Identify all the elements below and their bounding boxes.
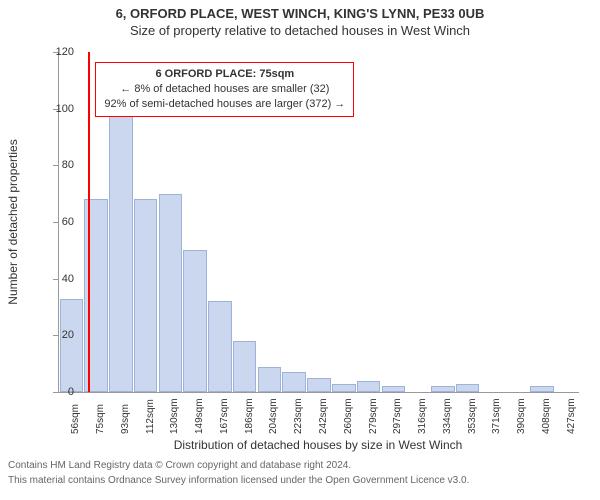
- x-tick-label: 56sqm: [70, 404, 81, 434]
- x-tick-label: 408sqm: [541, 398, 552, 434]
- y-tick-label: 60: [44, 216, 74, 228]
- x-tick-label: 353sqm: [467, 398, 478, 434]
- x-tick-label: 223sqm: [293, 398, 304, 434]
- x-tick-label: 260sqm: [343, 398, 354, 434]
- x-tick-label: 204sqm: [268, 398, 279, 434]
- y-tick-mark: [53, 392, 58, 393]
- histogram-bar: [109, 114, 133, 392]
- histogram-bar: [258, 367, 282, 393]
- x-tick-label: 149sqm: [194, 398, 205, 434]
- x-tick-label: 334sqm: [442, 398, 453, 434]
- histogram-bar: [431, 386, 455, 392]
- chart-title-sub: Size of property relative to detached ho…: [0, 23, 600, 38]
- y-tick-mark: [53, 165, 58, 166]
- x-tick-label: 279sqm: [368, 398, 379, 434]
- histogram-bar: [382, 386, 406, 392]
- y-tick-mark: [53, 109, 58, 110]
- x-tick-label: 390sqm: [516, 398, 527, 434]
- x-tick-label: 297sqm: [392, 398, 403, 434]
- y-tick-mark: [53, 52, 58, 53]
- chart-container: Number of detached properties 6 ORFORD P…: [0, 38, 600, 458]
- x-tick-label: 427sqm: [566, 398, 577, 434]
- annotation-box: 6 ORFORD PLACE: 75sqm ← 8% of detached ho…: [95, 62, 354, 117]
- histogram-bar: [307, 378, 331, 392]
- y-tick-label: 100: [44, 103, 74, 115]
- chart-title-main: 6, ORFORD PLACE, WEST WINCH, KING'S LYNN…: [0, 6, 600, 21]
- y-tick-label: 20: [44, 329, 74, 341]
- x-axis-label: Distribution of detached houses by size …: [58, 438, 578, 452]
- footer-attribution-1: Contains HM Land Registry data © Crown c…: [8, 460, 592, 473]
- histogram-bar: [208, 301, 232, 392]
- plot-area: 6 ORFORD PLACE: 75sqm ← 8% of detached ho…: [58, 52, 579, 393]
- histogram-bar: [134, 199, 158, 392]
- x-tick-label: 75sqm: [95, 404, 106, 434]
- x-tick-label: 371sqm: [491, 398, 502, 434]
- x-tick-label: 112sqm: [145, 399, 156, 434]
- x-tick-label: 167sqm: [219, 398, 230, 434]
- histogram-bar: [357, 381, 381, 392]
- histogram-bar: [159, 194, 183, 392]
- y-tick-label: 80: [44, 159, 74, 171]
- y-tick-label: 40: [44, 273, 74, 285]
- x-tick-label: 93sqm: [120, 404, 131, 434]
- y-tick-mark: [53, 335, 58, 336]
- y-tick-label: 0: [44, 386, 74, 398]
- annotation-line1: 6 ORFORD PLACE: 75sqm: [155, 68, 294, 80]
- annotation-line2: ← 8% of detached houses are smaller (32): [120, 83, 329, 95]
- property-marker-line: [88, 52, 90, 392]
- histogram-bar: [60, 299, 84, 393]
- histogram-bar: [456, 384, 480, 393]
- footer-attribution-2: This material contains Ordnance Survey i…: [8, 475, 592, 488]
- histogram-bar: [233, 341, 257, 392]
- annotation-line3: 92% of semi-detached houses are larger (…: [104, 98, 345, 110]
- x-tick-label: 186sqm: [244, 398, 255, 434]
- histogram-bar: [332, 384, 356, 393]
- histogram-bar: [282, 372, 306, 392]
- y-tick-mark: [53, 279, 58, 280]
- x-tick-label: 242sqm: [318, 398, 329, 434]
- y-tick-label: 120: [44, 46, 74, 58]
- y-axis-label: Number of detached properties: [6, 139, 20, 304]
- histogram-bar: [530, 386, 554, 392]
- x-tick-label: 130sqm: [169, 398, 180, 434]
- y-tick-mark: [53, 222, 58, 223]
- histogram-bar: [183, 250, 207, 392]
- x-tick-label: 316sqm: [417, 398, 428, 434]
